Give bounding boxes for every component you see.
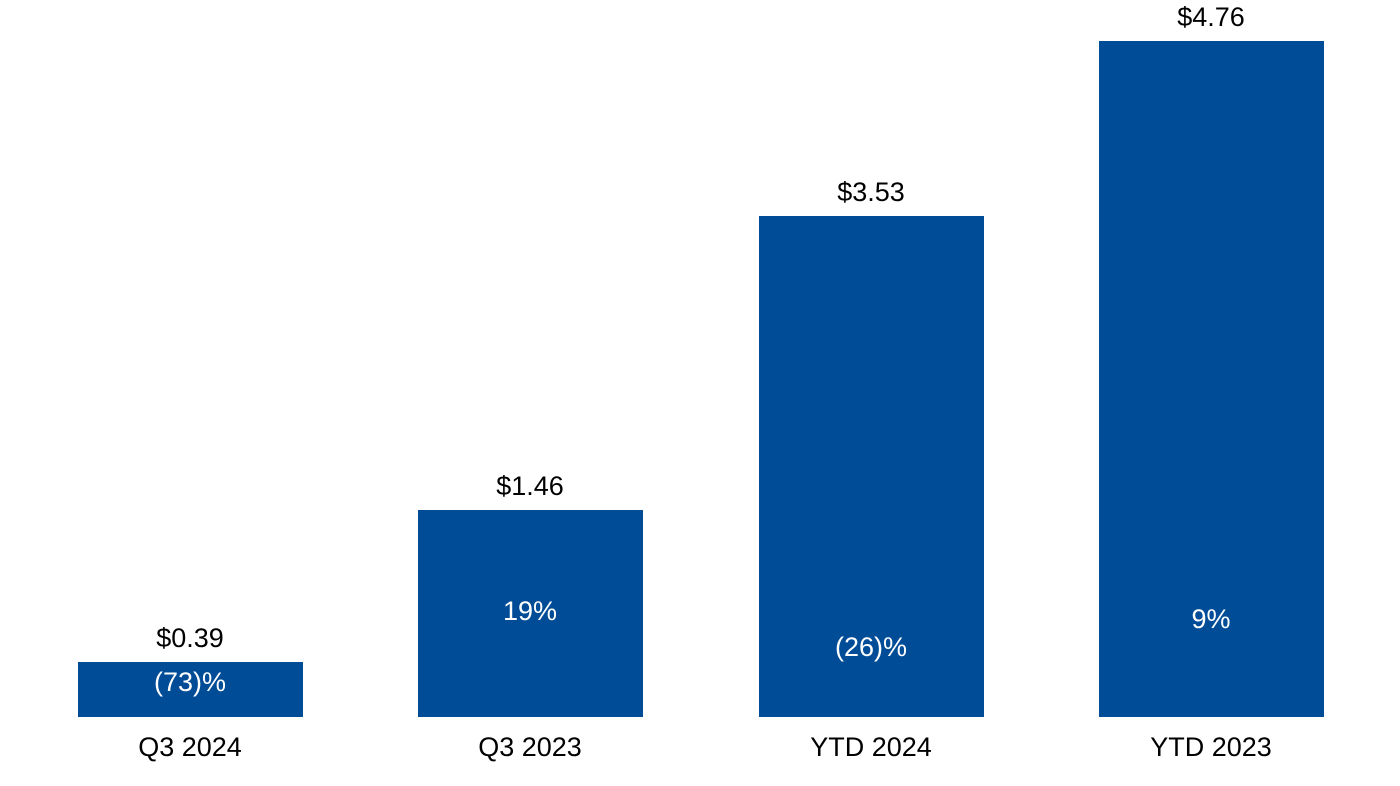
category-label-q3-2024: Q3 2024 <box>138 732 242 762</box>
category-label-q3-2023: Q3 2023 <box>478 732 582 762</box>
value-label-q3-2023: $1.46 <box>496 470 564 501</box>
value-label-q3-2024: $0.39 <box>156 622 224 653</box>
category-label-ytd-2024: YTD 2024 <box>810 732 932 762</box>
pct-change-label-q3-2024: (73)% <box>153 667 227 697</box>
bar-q3-2023 <box>417 509 643 717</box>
pct-change-label-q3-2023: 19% <box>502 596 558 626</box>
category-label-ytd-2023: YTD 2023 <box>1150 732 1272 762</box>
value-label-ytd-2023: $4.76 <box>1177 2 1245 33</box>
pct-change-label-ytd-2024: (26)% <box>834 632 908 662</box>
pct-change-label-ytd-2023: 9% <box>1191 604 1231 634</box>
value-label-ytd-2024: $3.53 <box>837 176 905 207</box>
bar-q3-2024 <box>77 661 303 717</box>
bar-ytd-2023 <box>1098 41 1324 717</box>
bar-ytd-2024 <box>758 215 984 717</box>
